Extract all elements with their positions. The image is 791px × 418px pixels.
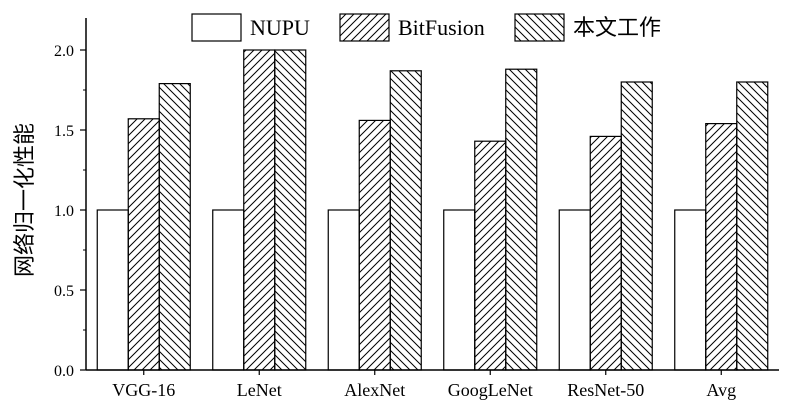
x-tick-label: Avg: [706, 380, 736, 400]
legend-label-bitfusion: BitFusion: [398, 15, 485, 40]
ticks-layer: 0.0 0.5 1.0 1.5 2.0 VGG-16 LeNet AlexNet GoogLeN…: [54, 43, 736, 400]
bars-layer: [96, 49, 769, 371]
y-tick-label: 1.0: [54, 203, 74, 220]
bar-本文工作-ResNet-50: [620, 81, 653, 371]
x-tick-label: AlexNet: [344, 380, 405, 400]
axes-layer: [85, 18, 779, 371]
legend-swatch-this-work: [514, 13, 565, 42]
bar-本文工作-GoogLeNet: [505, 68, 538, 371]
bar-BitFusion-Avg: [705, 122, 738, 371]
y-tick-label: 1.5: [54, 123, 74, 140]
y-tick-label: 2.0: [54, 43, 74, 60]
legend-label-this-work: 本文工作: [573, 15, 661, 40]
bar-NUPU-ResNet-50: [558, 209, 591, 371]
bar-NUPU-GoogLeNet: [443, 209, 476, 371]
y-axis-label: 网络归一化性能: [12, 123, 37, 277]
legend-swatch-nupu: [191, 13, 242, 42]
bar-本文工作-VGG-16: [158, 82, 191, 371]
bar-BitFusion-LeNet: [243, 49, 276, 371]
x-tick-label: GoogLeNet: [448, 380, 533, 400]
bar-NUPU-AlexNet: [327, 209, 360, 371]
bar-NUPU-VGG-16: [96, 209, 129, 371]
y-tick-label: 0.5: [54, 283, 74, 300]
bar-本文工作-LeNet: [274, 49, 307, 371]
legend-swatch-bitfusion: [339, 13, 390, 42]
legend: NUPU BitFusion 本文工作: [191, 13, 661, 42]
bar-BitFusion-VGG-16: [127, 118, 160, 371]
legend-label-nupu: NUPU: [250, 15, 310, 40]
bar-本文工作-Avg: [736, 81, 769, 371]
bar-NUPU-LeNet: [212, 209, 245, 371]
bar-BitFusion-AlexNet: [358, 119, 391, 371]
bar-BitFusion-GoogLeNet: [474, 140, 507, 371]
bar-BitFusion-ResNet-50: [589, 135, 622, 371]
y-tick-label: 0.0: [54, 363, 74, 380]
bar-本文工作-AlexNet: [389, 70, 422, 371]
bar-NUPU-Avg: [674, 209, 707, 371]
x-tick-label: ResNet-50: [567, 380, 644, 400]
x-tick-label: VGG-16: [112, 380, 175, 400]
x-tick-label: LeNet: [237, 380, 282, 400]
